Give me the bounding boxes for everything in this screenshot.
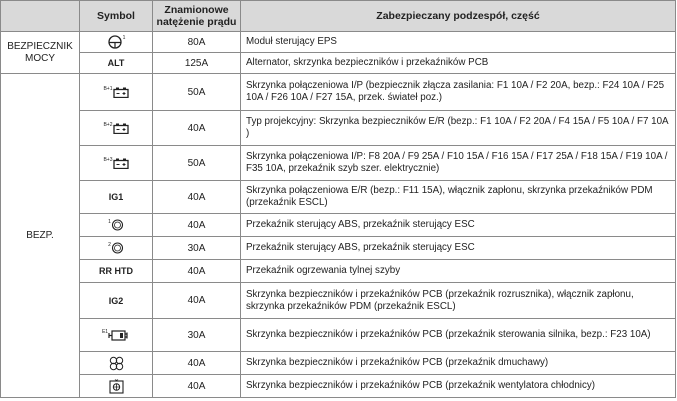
abs-icon	[111, 219, 123, 231]
description-cell: Przekaźnik sterujący ABS, przekaźnik ste…	[240, 213, 676, 237]
symbol-cell: 2	[79, 236, 153, 260]
header-row: Symbol Znamionowe natężenie prądu Zabezpi…	[0, 0, 676, 32]
table-row: B+3 50A Skrzynka połączeniowa I/P: F8 20…	[1, 145, 676, 181]
description-cell: Moduł sterujący EPS	[240, 31, 676, 53]
symbol-cell: E1	[79, 318, 153, 352]
symbol-sup: 1	[122, 35, 126, 41]
group-power-fuse: BEZPIECZNIK MOCY	[0, 31, 80, 74]
symbol-sup: B+2	[103, 122, 113, 129]
symbol-cell: IG1	[79, 180, 153, 214]
symbol-header: Symbol	[79, 0, 153, 32]
engine-icon	[108, 330, 128, 341]
rating-cell: 50A	[152, 73, 241, 111]
battery-icon	[112, 123, 129, 134]
rating-cell: 40A	[152, 110, 241, 146]
cooling-fan-icon	[108, 378, 124, 394]
symbol-cell: RR HTD	[79, 259, 153, 283]
rating-cell: 30A	[152, 318, 241, 352]
table-row: 1 40A Przekaźnik sterujący ABS, przekaźn…	[1, 213, 676, 237]
rating-cell: 40A	[152, 213, 241, 237]
table-row: 2 30A Przekaźnik sterujący ABS, przekaźn…	[1, 236, 676, 260]
fan-icon	[109, 356, 123, 370]
rating-cell: 30A	[152, 236, 241, 260]
table-row: IG1 40A Skrzynka połączeniowa E/R (bezp.…	[1, 180, 676, 214]
table-row: 40A Skrzynka bezpieczników i przekaźnikó…	[1, 374, 676, 398]
component-header: Zabezpieczany podzespół, część	[240, 0, 676, 32]
table-row: 40A Skrzynka bezpieczników i przekaźnikó…	[1, 351, 676, 375]
description-cell: Skrzynka połączeniowa I/P (bezpiecznik z…	[240, 73, 676, 111]
rating-header-line1: Znamionowe	[164, 4, 229, 16]
description-cell: Skrzynka połączeniowa I/P: F8 20A / F9 2…	[240, 145, 676, 181]
table-row: B+2 40A Typ projekcyjny: Skrzynka bezpie…	[1, 110, 676, 146]
symbol-cell: IG2	[79, 282, 153, 319]
symbol-sup: E1	[101, 329, 109, 335]
description-cell: Skrzynka połączeniowa E/R (bezp.: F11 15…	[240, 180, 676, 214]
rating-header-line2: natężenie prądu	[156, 16, 237, 28]
group-power-line1: BEZPIECZNIK	[7, 40, 73, 52]
symbol-cell: 1	[79, 31, 153, 53]
rating-cell: 80A	[152, 31, 241, 53]
table-row: RR HTD 40A Przekaźnik ogrzewania tylnej …	[1, 259, 676, 283]
symbol-cell: B+3	[79, 145, 153, 181]
description-cell: Przekaźnik sterujący ABS, przekaźnik ste…	[240, 236, 676, 260]
symbol-sup: B+3	[103, 157, 113, 164]
symbol-sup: 2	[108, 242, 111, 248]
rating-cell: 125A	[152, 52, 241, 74]
symbol-sup: B+1	[103, 86, 113, 93]
symbol-cell	[79, 374, 153, 398]
rating-header: Znamionowe natężenie prądu	[152, 0, 241, 32]
battery-icon	[112, 87, 129, 98]
rating-cell: 50A	[152, 145, 241, 181]
description-cell: Skrzynka bezpieczników i przekaźników PC…	[240, 318, 676, 352]
description-cell: Skrzynka bezpieczników i przekaźników PC…	[240, 374, 676, 398]
battery-icon	[112, 158, 129, 169]
rating-cell: 40A	[152, 282, 241, 319]
rating-cell: 40A	[152, 180, 241, 214]
rating-cell: 40A	[152, 259, 241, 283]
table-row: E1 30A Skrzynka bezpieczników i przekaźn…	[1, 318, 676, 352]
description-cell: Typ projekcyjny: Skrzynka bezpieczników …	[240, 110, 676, 146]
abs-icon	[111, 242, 123, 254]
corner-header	[0, 0, 80, 32]
symbol-cell: B+2	[79, 110, 153, 146]
symbol-sup: 1	[108, 219, 111, 225]
table-row: BEZP. B+1 50A Skrzynka połączeniowa I/P …	[0, 73, 676, 398]
symbol-cell: 1	[79, 213, 153, 237]
description-cell: Alternator, skrzynka bezpieczników i prz…	[240, 52, 676, 74]
group-power-line2: MOCY	[25, 52, 55, 64]
table-row: IG2 40A Skrzynka bezpieczników i przekaź…	[1, 282, 676, 319]
rating-cell: 40A	[152, 351, 241, 375]
table-row: ALT 125A Alternator, skrzynka bezpieczni…	[1, 52, 676, 74]
table-row: BEZPIECZNIK MOCY 1 80A Moduł sterujący EP…	[0, 31, 676, 74]
description-cell: Skrzynka bezpieczników i przekaźników PC…	[240, 351, 676, 375]
description-cell: Skrzynka bezpieczników i przekaźników PC…	[240, 282, 676, 319]
symbol-cell: B+1	[79, 73, 153, 111]
symbol-cell: ALT	[79, 52, 153, 74]
steering-wheel-icon	[107, 35, 122, 49]
symbol-cell	[79, 351, 153, 375]
rating-cell: 40A	[152, 374, 241, 398]
description-cell: Przekaźnik ogrzewania tylnej szyby	[240, 259, 676, 283]
group-fuse: BEZP.	[0, 73, 80, 398]
